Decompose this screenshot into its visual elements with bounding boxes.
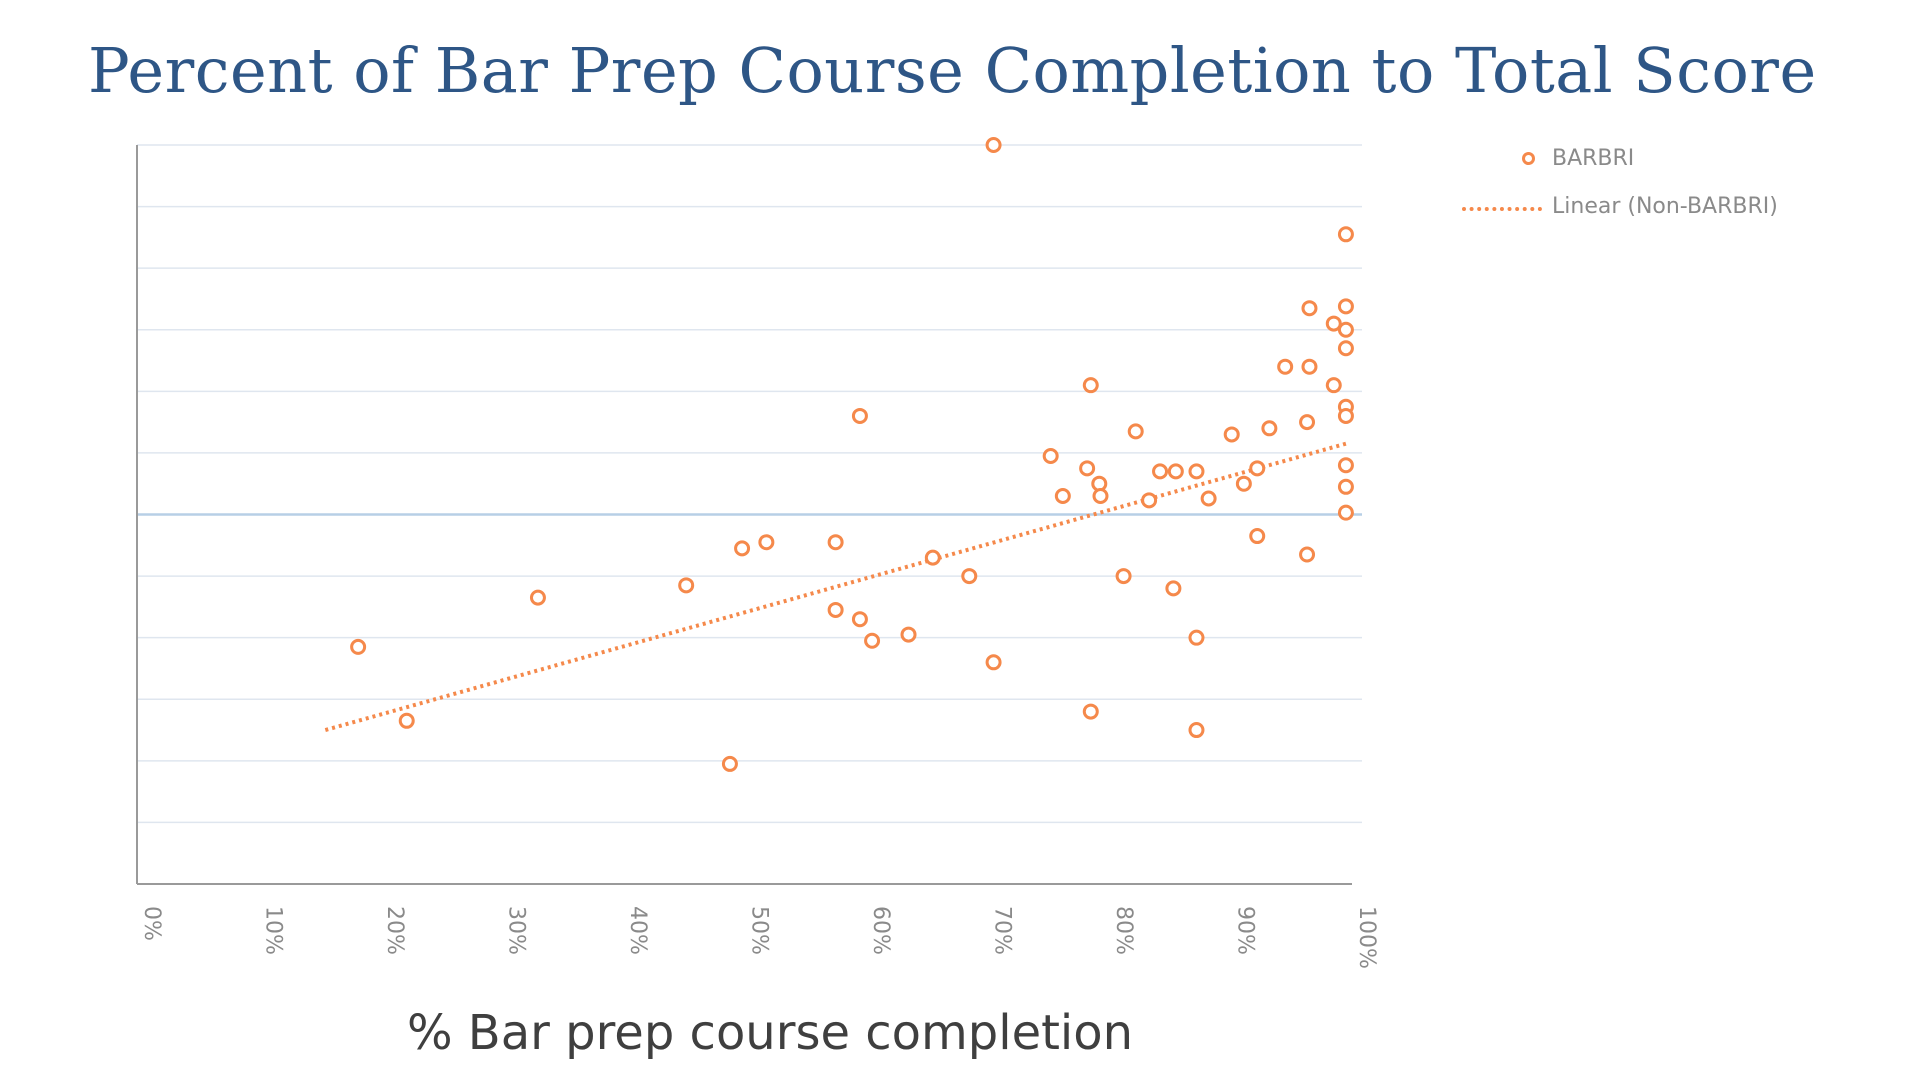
data-point [678,577,695,594]
x-tick-label: 60% [868,906,893,955]
data-point [1337,457,1354,474]
data-point [1249,460,1266,477]
data-point [1082,703,1099,720]
data-point [1299,546,1316,563]
data-point [1337,504,1354,521]
x-tick-label: 50% [747,906,772,955]
x-tick-label: 100% [1354,906,1379,969]
data-point [1167,463,1184,480]
data-point [1325,315,1342,332]
data-point [1115,568,1132,585]
data-point [1337,478,1354,495]
x-tick-label: 40% [625,906,650,955]
data-point [1200,490,1217,507]
legend-dotted-line [1462,207,1542,211]
data-point [1079,460,1096,477]
data-point [1337,407,1354,424]
data-point [900,626,917,643]
data-point [1325,377,1342,394]
data-point [1301,300,1318,317]
data-point [1165,580,1182,597]
data-point [985,654,1002,671]
data-point [827,601,844,618]
data-point [1127,423,1144,440]
x-tick-labels: 0% 10% 20% 30% 40% 50% 60% 70% 80% 90% 100% [139,906,1379,969]
data-point [1223,426,1240,443]
data-point [758,534,775,551]
data-point [1337,298,1354,315]
data-point [864,632,881,649]
data-point [1337,321,1354,338]
data-points [350,137,1354,772]
data-point [985,137,1002,153]
legend-label: BARBRI [1552,146,1635,171]
data-point [827,534,844,551]
x-tick-label: 0% [139,906,164,941]
data-point [1152,463,1169,480]
data-point [924,549,941,566]
data-point [1092,488,1109,505]
data-point [1188,722,1205,739]
data-point [350,638,367,655]
axes [136,145,1352,885]
data-point [1261,420,1278,437]
data-point [1337,226,1354,243]
x-tick-label: 90% [1233,906,1258,955]
gridlines [137,144,1362,824]
x-tick-label: 70% [990,906,1015,955]
data-point [1299,414,1316,431]
x-axis-title: % Bar prep course completion [406,1005,1134,1061]
data-point [1249,528,1266,545]
data-point [529,589,546,606]
data-point [851,611,868,628]
chart-title: Percent of Bar Prep Course Completion to… [88,34,1817,107]
legend-circle-marker [1522,152,1535,165]
data-point [851,407,868,424]
data-point [734,540,751,557]
data-point [1054,488,1071,505]
data-point [1301,358,1318,375]
x-tick-label: 30% [504,906,529,955]
x-tick-label: 10% [261,906,286,955]
data-point [1277,358,1294,375]
x-tick-label: 80% [1111,906,1136,955]
trendline [324,441,1347,732]
data-point [1235,475,1252,492]
data-point [1141,492,1158,509]
data-point [1082,377,1099,394]
data-point [721,755,738,772]
legend-label: Linear (Non-BARBRI) [1552,194,1778,219]
data-point [1042,447,1059,464]
data-point [1337,340,1354,357]
data-point [398,712,415,729]
trendline-linear-non-barbri [324,441,1347,732]
data-point [961,568,978,585]
data-point [1188,629,1205,646]
x-tick-label: 20% [382,906,407,955]
data-point [1188,463,1205,480]
